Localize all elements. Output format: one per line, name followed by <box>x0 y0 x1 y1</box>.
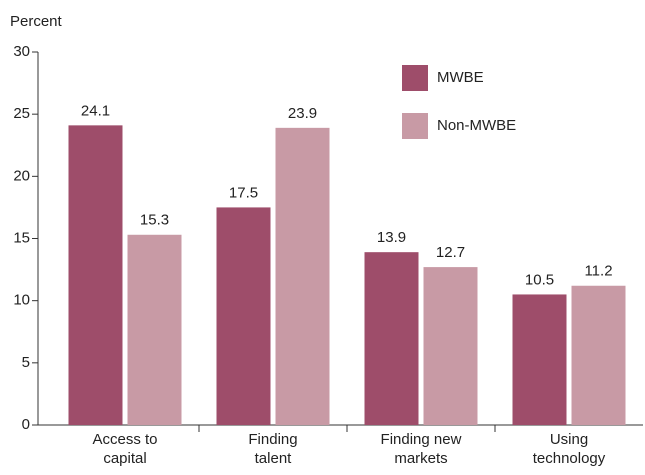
x-tick-label: Access to capital <box>92 431 157 467</box>
y-tick-label: 30 <box>13 43 30 60</box>
bar <box>512 294 567 425</box>
legend-swatch <box>402 65 428 91</box>
y-axis-label: Percent <box>10 13 63 30</box>
value-label: 11.2 <box>584 263 612 280</box>
bar <box>216 207 271 425</box>
value-label: 13.9 <box>377 229 406 246</box>
bar <box>127 234 182 425</box>
x-tick-label: Finding new markets <box>381 431 462 467</box>
bar <box>275 127 330 426</box>
value-label: 17.5 <box>229 184 258 201</box>
y-tick-label: 25 <box>13 105 30 122</box>
value-label: 10.5 <box>525 271 554 288</box>
y-tick-label: 10 <box>13 292 30 309</box>
y-tick-label: 20 <box>13 167 30 184</box>
value-label: 24.1 <box>81 102 110 119</box>
bar <box>364 252 419 425</box>
legend-swatch <box>402 113 428 139</box>
bar <box>68 125 123 426</box>
value-label: 23.9 <box>288 105 317 122</box>
bar <box>571 285 626 425</box>
legend-label: Non-MWBE <box>437 117 516 134</box>
y-tick-label: 0 <box>22 416 30 433</box>
x-tick-label: Finding talent <box>248 431 297 467</box>
y-tick-label: 5 <box>22 354 30 371</box>
x-tick-label: Using technology <box>533 431 606 467</box>
value-label: 12.7 <box>436 244 465 261</box>
legend-label: MWBE <box>437 69 484 86</box>
value-label: 15.3 <box>140 212 169 229</box>
bar <box>423 267 478 425</box>
y-tick-label: 15 <box>13 229 30 246</box>
